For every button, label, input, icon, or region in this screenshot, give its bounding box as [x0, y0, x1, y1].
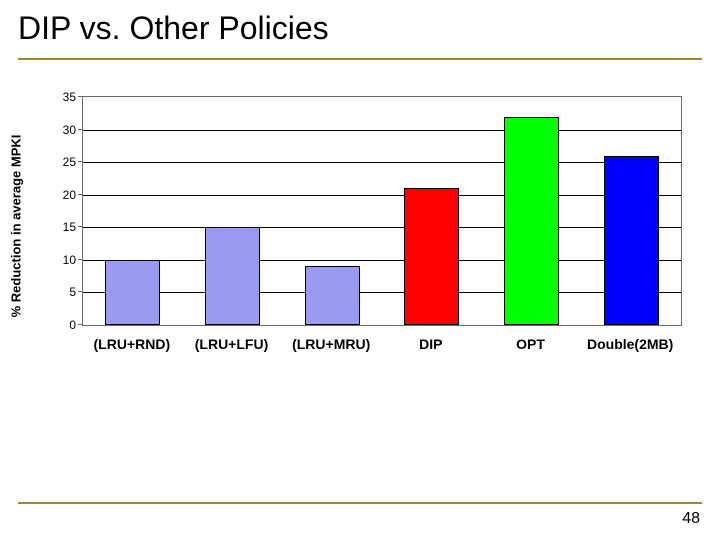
- y-tick: 0: [36, 318, 76, 332]
- x-label: OPT: [516, 336, 545, 352]
- bar: [504, 117, 559, 325]
- x-label: DIP: [419, 336, 442, 352]
- plot-area: [82, 96, 682, 326]
- gridline: [83, 195, 681, 196]
- gridline: [83, 130, 681, 131]
- x-label: Double(2MB): [587, 336, 673, 352]
- chart: % Reduction in average MPKI: [34, 96, 694, 356]
- y-tick: 15: [36, 220, 76, 234]
- y-tick: 20: [36, 188, 76, 202]
- y-tickmark: [78, 226, 82, 227]
- y-tick: 30: [36, 123, 76, 137]
- bar: [105, 260, 160, 325]
- gridline: [83, 292, 681, 293]
- y-tick: 35: [36, 90, 76, 104]
- y-tickmark: [78, 161, 82, 162]
- y-tick: 25: [36, 155, 76, 169]
- bar: [205, 227, 260, 325]
- y-tick: 10: [36, 253, 76, 267]
- x-axis-labels: (LRU+RND) (LRU+LFU) (LRU+MRU) DIP OPT Double(…: [34, 336, 694, 376]
- gridline: [83, 227, 681, 228]
- page-title: DIP vs. Other Policies: [18, 10, 329, 47]
- bar: [604, 156, 659, 325]
- page-number: 48: [682, 510, 700, 528]
- x-label: (LRU+RND): [94, 336, 171, 352]
- bar: [305, 266, 360, 325]
- y-tickmark: [78, 194, 82, 195]
- y-tickmark: [78, 291, 82, 292]
- x-label: (LRU+LFU): [195, 336, 269, 352]
- y-tickmark: [78, 259, 82, 260]
- gridline: [83, 260, 681, 261]
- title-rule: [18, 58, 702, 60]
- y-tickmark: [78, 324, 82, 325]
- y-axis-label: % Reduction in average MPKI: [9, 135, 24, 318]
- y-tickmark: [78, 96, 82, 97]
- slide: DIP vs. Other Policies % Reduction in av…: [0, 0, 720, 540]
- gridline: [83, 162, 681, 163]
- bottom-rule: [18, 502, 702, 504]
- y-tickmark: [78, 129, 82, 130]
- bar: [404, 188, 459, 325]
- x-label: (LRU+MRU): [292, 336, 370, 352]
- y-tick: 5: [36, 285, 76, 299]
